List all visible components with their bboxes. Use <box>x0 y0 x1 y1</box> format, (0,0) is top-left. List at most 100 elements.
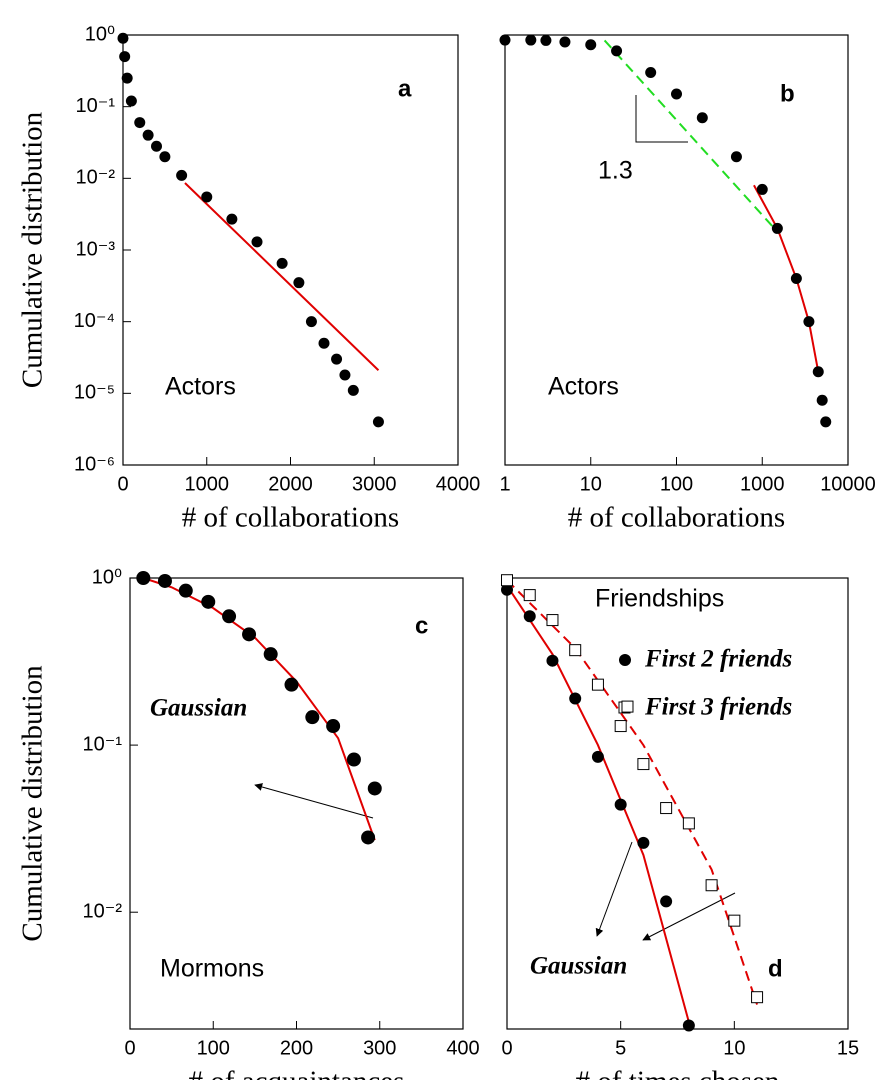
point <box>621 700 634 713</box>
point <box>569 692 582 705</box>
x-axis-label: # of times chosen <box>576 1066 780 1080</box>
point <box>671 88 682 100</box>
point <box>591 678 604 691</box>
fit-label: Gaussian <box>530 953 627 980</box>
point <box>346 752 361 767</box>
arrow <box>254 783 374 819</box>
point <box>820 416 832 428</box>
point <box>339 369 351 381</box>
fit-line <box>753 184 820 372</box>
arrow <box>642 892 736 941</box>
point <box>361 830 376 845</box>
point <box>501 574 513 587</box>
point <box>756 183 768 195</box>
point <box>293 277 305 289</box>
x-tick-label: 3000 <box>352 473 397 495</box>
y-axis-label: Cumulative distribution <box>17 111 49 388</box>
point <box>637 758 650 771</box>
point <box>730 151 742 163</box>
point <box>660 895 673 908</box>
y-tick-label: 10⁻¹ <box>76 95 116 117</box>
point <box>284 677 299 692</box>
x-tick-label: 0 <box>501 1037 512 1059</box>
point <box>614 798 627 811</box>
y-tick-label: 10⁻³ <box>76 238 116 260</box>
x-tick-label: 4000 <box>436 473 481 495</box>
point <box>117 32 129 44</box>
point <box>523 610 536 623</box>
point <box>178 583 193 598</box>
annotation: Mormons <box>160 955 264 983</box>
x-tick-label: 2000 <box>268 473 313 495</box>
point <box>660 802 673 815</box>
x-tick-label: 10 <box>723 1037 745 1059</box>
fit-line <box>506 585 690 1023</box>
legend-symbol <box>619 654 631 666</box>
point <box>331 353 343 365</box>
x-tick-label: 0 <box>117 473 128 495</box>
x-tick-label: 200 <box>280 1037 313 1059</box>
x-tick-label: 5 <box>615 1037 626 1059</box>
annotation: Friendships <box>595 585 724 613</box>
point <box>305 316 317 328</box>
fit-line <box>603 39 779 233</box>
point <box>559 36 571 48</box>
panel-label: a <box>398 75 412 102</box>
point <box>546 654 559 667</box>
point <box>226 213 238 225</box>
point <box>136 571 151 585</box>
point <box>614 720 627 733</box>
x-tick-label: 15 <box>837 1037 859 1059</box>
y-tick-label: 10⁰ <box>85 23 115 45</box>
x-tick-label: 100 <box>660 473 693 495</box>
x-axis-label: # of collaborations <box>182 502 399 534</box>
point <box>157 573 172 588</box>
point <box>318 337 330 349</box>
point <box>751 991 764 1004</box>
point <box>242 627 257 642</box>
point <box>125 95 137 107</box>
point <box>682 817 695 830</box>
point <box>201 594 216 609</box>
x-tick-label: 1 <box>499 473 510 495</box>
x-tick-label: 10000 <box>820 473 876 495</box>
x-tick-label: 400 <box>446 1037 479 1059</box>
point <box>803 316 815 328</box>
annotation: Actors <box>548 373 619 401</box>
x-tick-label: 100 <box>197 1037 230 1059</box>
x-tick-label: 0 <box>124 1037 135 1059</box>
y-tick-label: 10⁻⁵ <box>74 382 115 404</box>
point <box>142 129 154 141</box>
point <box>499 34 511 46</box>
point <box>222 609 237 624</box>
y-tick-label: 10⁰ <box>92 566 122 588</box>
point <box>812 366 824 378</box>
x-axis-label: # of acquaintances <box>189 1066 405 1080</box>
point <box>367 781 382 796</box>
point <box>326 719 341 734</box>
point <box>119 51 131 63</box>
y-tick-label: 10⁻⁴ <box>74 310 115 332</box>
point <box>637 836 650 849</box>
point <box>121 72 133 84</box>
point <box>501 583 513 596</box>
plot-frame <box>506 577 849 1030</box>
legend-label: First 3 friends <box>644 694 792 721</box>
y-axis-label: Cumulative distribution <box>17 665 49 942</box>
point <box>611 45 623 57</box>
point <box>251 236 263 248</box>
slope-triangle <box>635 95 688 143</box>
point <box>305 710 320 725</box>
x-tick-label: 300 <box>363 1037 396 1059</box>
point <box>645 66 657 78</box>
point <box>771 222 783 234</box>
y-tick-label: 10⁻² <box>83 900 123 922</box>
point <box>705 879 718 892</box>
point <box>151 140 162 152</box>
y-tick-label: 10⁻² <box>76 167 116 189</box>
point <box>134 117 146 129</box>
panel-label: d <box>768 955 783 982</box>
legend-label: First 2 friends <box>644 646 792 673</box>
point <box>790 273 802 285</box>
